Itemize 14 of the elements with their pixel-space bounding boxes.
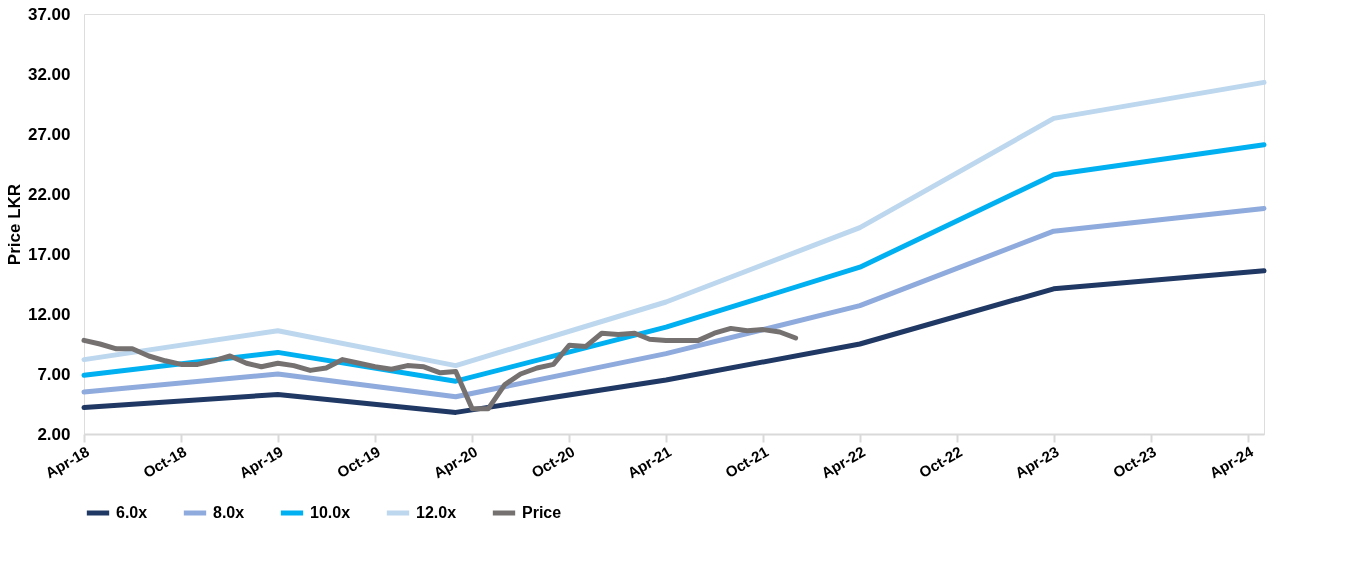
legend-label: 12.0x [416, 504, 457, 521]
legend-label: 8.0x [213, 504, 245, 521]
y-tick-label: 17.00 [27, 244, 71, 264]
y-axis-title: Price LKR [4, 183, 24, 266]
legend-label: 6.0x [116, 504, 148, 521]
y-tick-label: 32.00 [27, 64, 71, 84]
y-tick-label: 2.00 [37, 424, 71, 444]
y-tick-label: 27.00 [27, 124, 71, 144]
legend-label: Price [522, 504, 562, 521]
legend-label: 10.0x [310, 504, 351, 521]
y-tick-label: 22.00 [27, 184, 71, 204]
y-tick-label: 12.00 [27, 304, 71, 324]
y-tick-label: 7.00 [37, 364, 71, 384]
y-tick-label: 37.00 [27, 4, 71, 24]
